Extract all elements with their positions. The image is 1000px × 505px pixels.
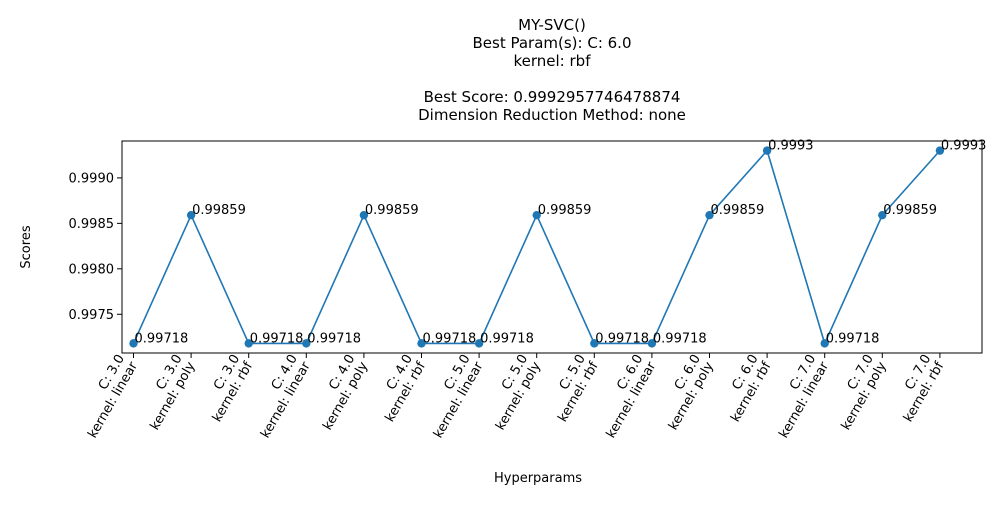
chart-title-line: MY-SVC() — [518, 16, 586, 34]
data-label: 0.99859 — [883, 203, 937, 218]
data-label: 0.99859 — [538, 203, 592, 218]
x-tick-label: C: 7.0kernel: rbf — [888, 352, 948, 425]
x-tick-label: C: 6.0kernel: rbf — [715, 352, 775, 425]
data-label: 0.99718 — [595, 331, 649, 346]
data-label: 0.99718 — [250, 331, 304, 346]
data-point — [417, 339, 426, 348]
series-line-path — [132, 148, 941, 346]
data-label: 0.99718 — [480, 331, 534, 346]
data-label: 0.99718 — [135, 331, 189, 346]
data-point — [647, 339, 657, 348]
x-tick-label: C: 5.0kernel: linear — [418, 351, 487, 440]
x-tick-label: C: 6.0kernel: poly — [653, 352, 717, 433]
y-tick-label: 0.9980 — [69, 262, 115, 277]
x-tick-label: C: 4.0kernel: linear — [245, 351, 314, 440]
data-label: 0.9993 — [941, 139, 987, 154]
data-point — [590, 339, 599, 348]
data-label: 0.99859 — [711, 203, 765, 218]
data-point — [935, 146, 945, 155]
x-tick-label: C: 6.0kernel: linear — [591, 351, 660, 440]
data-point — [762, 146, 772, 155]
y-tick-label: 0.9985 — [69, 217, 115, 232]
chart-title-line: Best Score: 0.9992957746478874 — [424, 88, 681, 106]
x-tick-label: C: 7.0kernel: linear — [764, 351, 833, 440]
chart-title: MY-SVC()Best Param(s): C: 6.0kernel: rbf… — [418, 16, 686, 124]
y-tick-label: 0.9975 — [69, 308, 115, 323]
x-tick-label: C: 5.0kernel: rbf — [542, 352, 602, 425]
x-tick-label: C: 7.0kernel: poly — [826, 352, 890, 433]
data-point — [129, 339, 138, 348]
x-axis-label: Hyperparams — [494, 471, 582, 486]
data-label: 0.9993 — [768, 139, 814, 154]
series-line — [129, 146, 945, 348]
plot-frame — [121, 140, 983, 354]
chart-title-line: Dimension Reduction Method: none — [418, 106, 686, 124]
data-label: 0.99859 — [192, 203, 246, 218]
data-point — [244, 339, 253, 348]
x-tick-label: C: 3.0kernel: rbf — [197, 352, 257, 425]
data-point — [532, 210, 541, 220]
x-tick-label: C: 4.0kernel: poly — [307, 352, 371, 433]
data-point — [820, 339, 829, 348]
data-point — [186, 210, 196, 220]
data-point — [302, 339, 311, 348]
data-label: 0.99859 — [365, 203, 419, 218]
x-tick-label: C: 5.0kernel: poly — [480, 352, 544, 433]
data-point — [359, 210, 369, 220]
data-label: 0.99718 — [307, 331, 361, 346]
x-axis: C: 3.0kernel: linear C: 3.0kernel: poly C:… — [72, 351, 948, 441]
data-label: 0.99718 — [653, 331, 707, 346]
x-tick-label: C: 3.0kernel: linear — [72, 351, 141, 440]
data-point — [705, 210, 714, 220]
data-point — [878, 210, 887, 220]
x-tick-label: C: 4.0kernel: rbf — [370, 352, 430, 425]
y-tick-label: 0.9990 — [69, 171, 115, 186]
y-axis: 0.9975 0.9980 0.9985 0.9990 — [69, 171, 122, 323]
data-point — [474, 339, 484, 348]
x-tick-label: C: 3.0kernel: poly — [135, 352, 199, 433]
chart-title-line: Best Param(s): C: 6.0 — [472, 34, 631, 52]
chart-title-line: kernel: rbf — [514, 52, 592, 70]
data-label: 0.99718 — [423, 331, 477, 346]
y-axis-label: Scores — [19, 225, 34, 268]
data-label: 0.99718 — [826, 331, 880, 346]
